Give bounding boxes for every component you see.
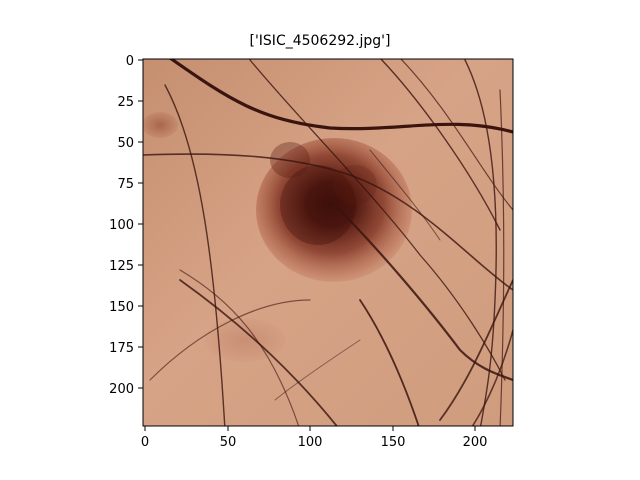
y-tick-label: 25 [117, 95, 134, 110]
image-title: ['ISIC_4506292.jpg'] [249, 33, 391, 49]
x-tick-label: 150 [381, 435, 406, 450]
x-axis: 0 50 100 150 200 [141, 426, 488, 450]
x-tick-label: 50 [220, 435, 237, 450]
x-tick-label: 100 [298, 435, 323, 450]
y-tick-label: 150 [109, 300, 134, 315]
x-tick-label: 0 [141, 435, 149, 450]
y-tick-label: 100 [109, 218, 134, 233]
y-tick-label: 200 [109, 382, 134, 397]
y-tick-label: 75 [117, 177, 134, 192]
y-axis: 0 25 50 75 100 125 150 175 200 [109, 54, 143, 397]
y-tick-label: 50 [117, 136, 134, 151]
axes-frame [142, 58, 514, 427]
x-tick-label: 200 [463, 435, 488, 450]
lesion-image [143, 59, 513, 426]
y-tick-label: 0 [126, 54, 134, 69]
y-tick-label: 175 [109, 341, 134, 356]
y-tick-label: 125 [109, 259, 134, 274]
